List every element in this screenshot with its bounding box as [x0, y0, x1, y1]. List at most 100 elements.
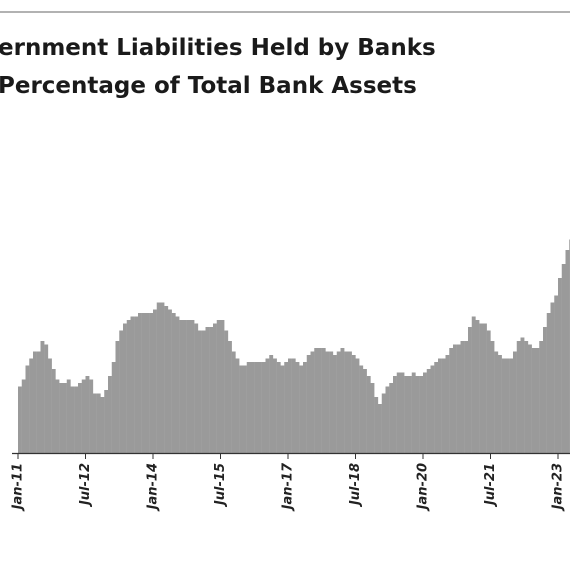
bar [359, 365, 364, 453]
bar [565, 250, 570, 453]
bar [156, 302, 161, 453]
bar [239, 365, 244, 453]
bar [111, 362, 116, 453]
bar [449, 348, 454, 453]
bar [235, 358, 240, 453]
bar [284, 362, 289, 453]
x-tick-label: Jan-23 [551, 463, 566, 512]
bar [393, 376, 397, 453]
bar [104, 390, 109, 453]
bar [183, 320, 187, 453]
bar [276, 362, 281, 453]
bar [468, 327, 472, 453]
bar [108, 376, 112, 453]
bar [258, 362, 262, 453]
bar [426, 369, 431, 453]
bar [333, 355, 337, 453]
x-tick-label: Jan-11 [11, 463, 26, 512]
bar [336, 351, 341, 453]
x-tick-label: Jul-21 [483, 463, 498, 508]
bar [310, 351, 315, 453]
bar [528, 344, 532, 453]
x-tick-label: Jul-18 [348, 463, 363, 508]
bars [18, 239, 570, 453]
bar [516, 341, 521, 453]
bar [460, 341, 465, 453]
bar [314, 348, 319, 453]
bar [273, 358, 277, 453]
bar [44, 344, 49, 453]
bar [471, 316, 476, 453]
bar [366, 376, 371, 453]
bar [513, 351, 517, 453]
bar [201, 330, 206, 453]
bar [254, 362, 259, 453]
bar [134, 316, 139, 453]
x-tick-label: Jan-20 [416, 463, 431, 512]
bar [33, 351, 37, 453]
chart-title: ernment Liabilities Held by Banks [0, 35, 436, 61]
bar [479, 323, 484, 453]
bar [408, 376, 412, 453]
bar [441, 358, 446, 453]
bar [486, 330, 491, 453]
bar [70, 386, 75, 453]
bar [374, 397, 379, 453]
bar [269, 355, 274, 453]
bar [400, 372, 405, 453]
bar [246, 362, 251, 453]
bar [550, 302, 555, 453]
bar [445, 355, 450, 453]
bar [160, 302, 165, 453]
bar [501, 358, 506, 453]
bar [291, 358, 296, 453]
bar [145, 313, 150, 453]
bar [179, 320, 184, 453]
x-tick-label: Jan-14 [146, 463, 161, 512]
bar [209, 327, 214, 453]
bar [453, 344, 457, 453]
bar [21, 379, 26, 453]
bar [456, 344, 461, 453]
bar [29, 358, 34, 453]
bar [205, 327, 210, 453]
bar [351, 355, 356, 453]
bar [344, 351, 349, 453]
bar [348, 351, 352, 453]
bar [265, 358, 270, 453]
bar [318, 348, 322, 453]
bar [59, 383, 64, 453]
bar [494, 351, 499, 453]
bar [505, 358, 510, 453]
bar [74, 386, 79, 453]
bar [423, 372, 427, 453]
bar [51, 369, 56, 453]
bar [40, 341, 45, 453]
bar [370, 383, 375, 453]
bar [430, 365, 435, 453]
bar [85, 376, 90, 453]
bar [498, 355, 502, 453]
bar [546, 313, 551, 453]
bar [36, 351, 41, 453]
bar [141, 313, 146, 453]
bar [483, 323, 487, 453]
bar [321, 348, 326, 453]
bar [531, 348, 536, 453]
x-tick-label: Jan-17 [281, 462, 296, 512]
bar [190, 320, 195, 453]
bar [464, 341, 469, 453]
bar [363, 369, 367, 453]
bar [93, 393, 97, 453]
bar [524, 341, 529, 453]
bar [411, 372, 416, 453]
bar [126, 320, 131, 453]
bar [138, 313, 142, 453]
bar [220, 320, 225, 453]
bar [198, 330, 202, 453]
bar [48, 358, 52, 453]
bar [543, 327, 547, 453]
bar [381, 393, 386, 453]
